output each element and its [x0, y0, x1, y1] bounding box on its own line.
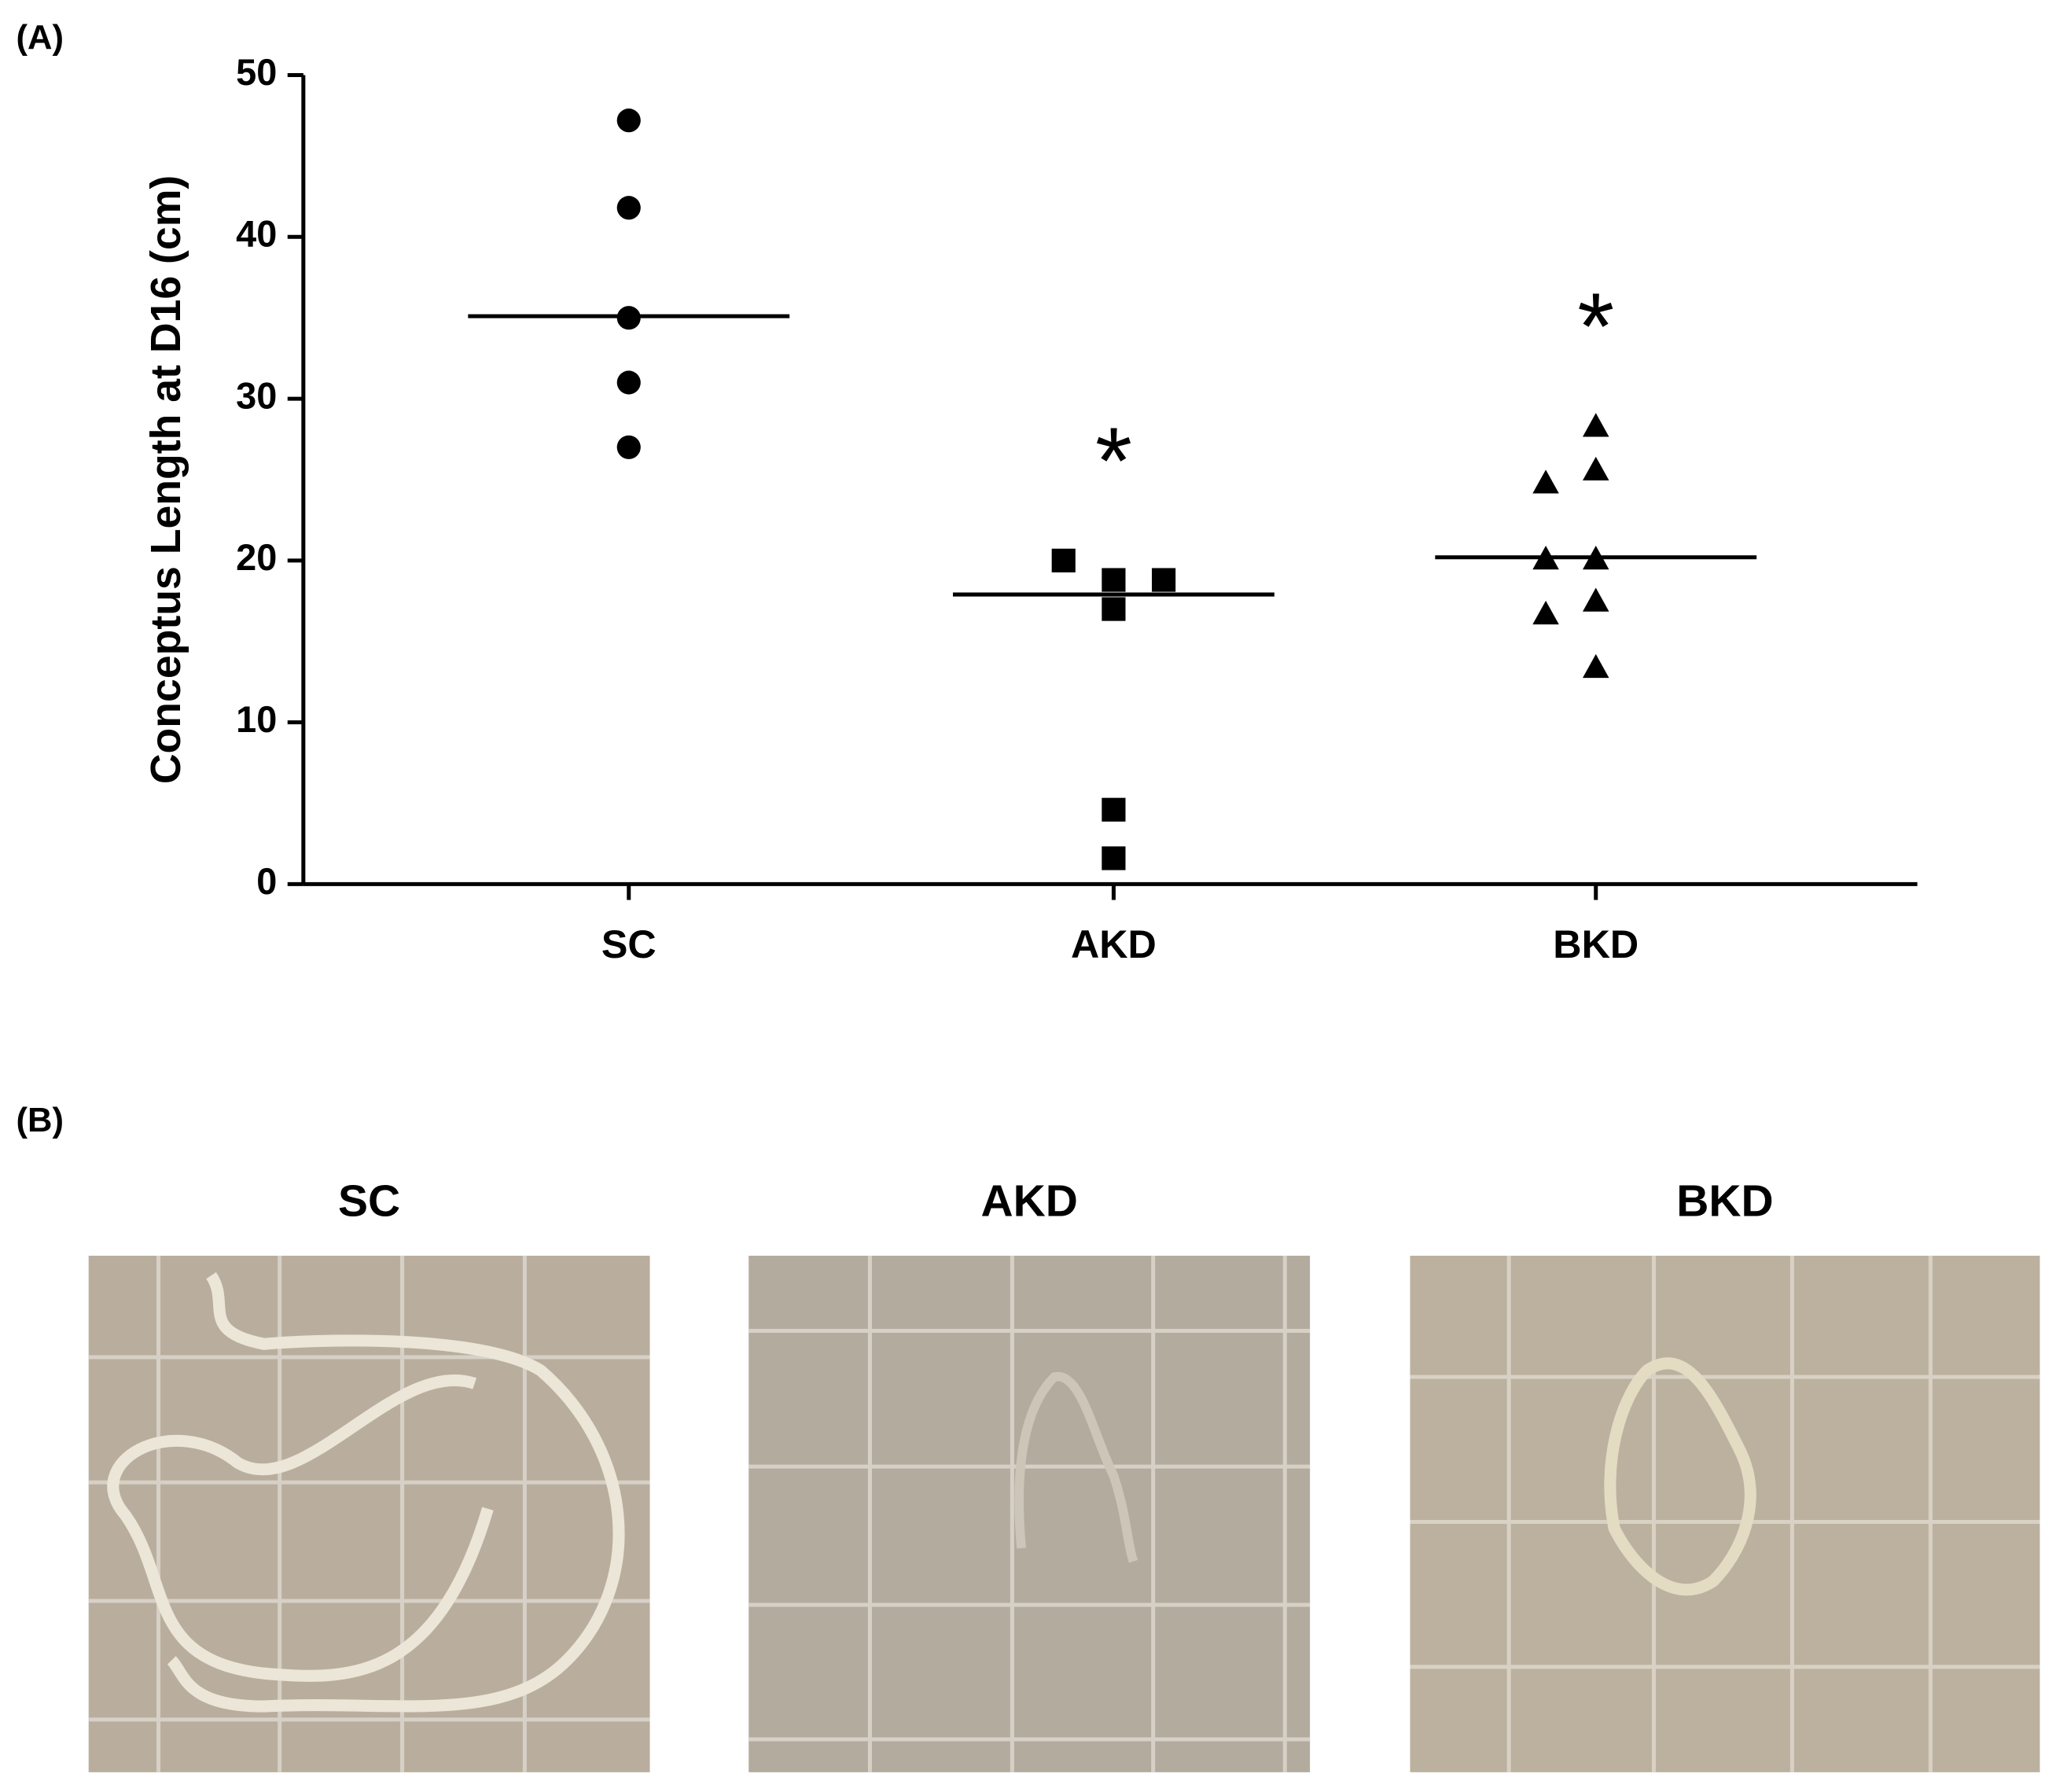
panel-label: (B) [17, 1102, 64, 1139]
photo [1410, 1255, 2040, 1772]
point [1102, 568, 1126, 592]
conceptus [1604, 1357, 1756, 1596]
grid-paper [1410, 1255, 2040, 1772]
y-tick-label: 40 [236, 214, 277, 255]
y-tick-label: 20 [236, 537, 277, 578]
y-tick-label: 0 [256, 861, 277, 902]
panel-label: (A) [17, 19, 64, 57]
point [1152, 568, 1176, 592]
photo-title: BKD [1676, 1176, 1773, 1227]
point [616, 435, 641, 459]
x-tick-label: BKD [1553, 922, 1639, 966]
significance-mark: * [1577, 274, 1614, 380]
conceptus [1014, 1371, 1138, 1563]
photo [748, 1255, 1311, 1772]
point [616, 109, 641, 133]
conceptus [107, 1271, 625, 1713]
point [1582, 456, 1609, 481]
photo-title: SC [338, 1176, 400, 1227]
point [1582, 413, 1609, 437]
photo-bg [1410, 1255, 2040, 1772]
point [1582, 653, 1609, 679]
y-tick-label: 50 [236, 52, 277, 93]
grid-paper [748, 1255, 1311, 1772]
grid-paper [88, 1255, 650, 1772]
point [1532, 469, 1559, 494]
point [1102, 797, 1126, 822]
y-tick-label: 30 [236, 375, 277, 416]
photo-title: AKD [980, 1176, 1077, 1227]
point [1582, 587, 1609, 612]
point [1051, 548, 1076, 572]
photos [88, 1255, 2040, 1772]
point [1102, 846, 1126, 870]
x-tick-label: SC [601, 922, 657, 966]
point [616, 370, 641, 395]
photo [88, 1255, 650, 1772]
y-tick-label: 10 [236, 699, 277, 740]
point [1532, 601, 1559, 625]
y-axis-label: Conceptus Length at D16 (cm) [142, 175, 189, 784]
photo-bg [88, 1255, 650, 1772]
point [616, 196, 641, 220]
x-tick-label: AKD [1071, 922, 1157, 966]
photo-bg [748, 1255, 1311, 1772]
point [1102, 597, 1126, 621]
significance-mark: * [1095, 407, 1132, 513]
